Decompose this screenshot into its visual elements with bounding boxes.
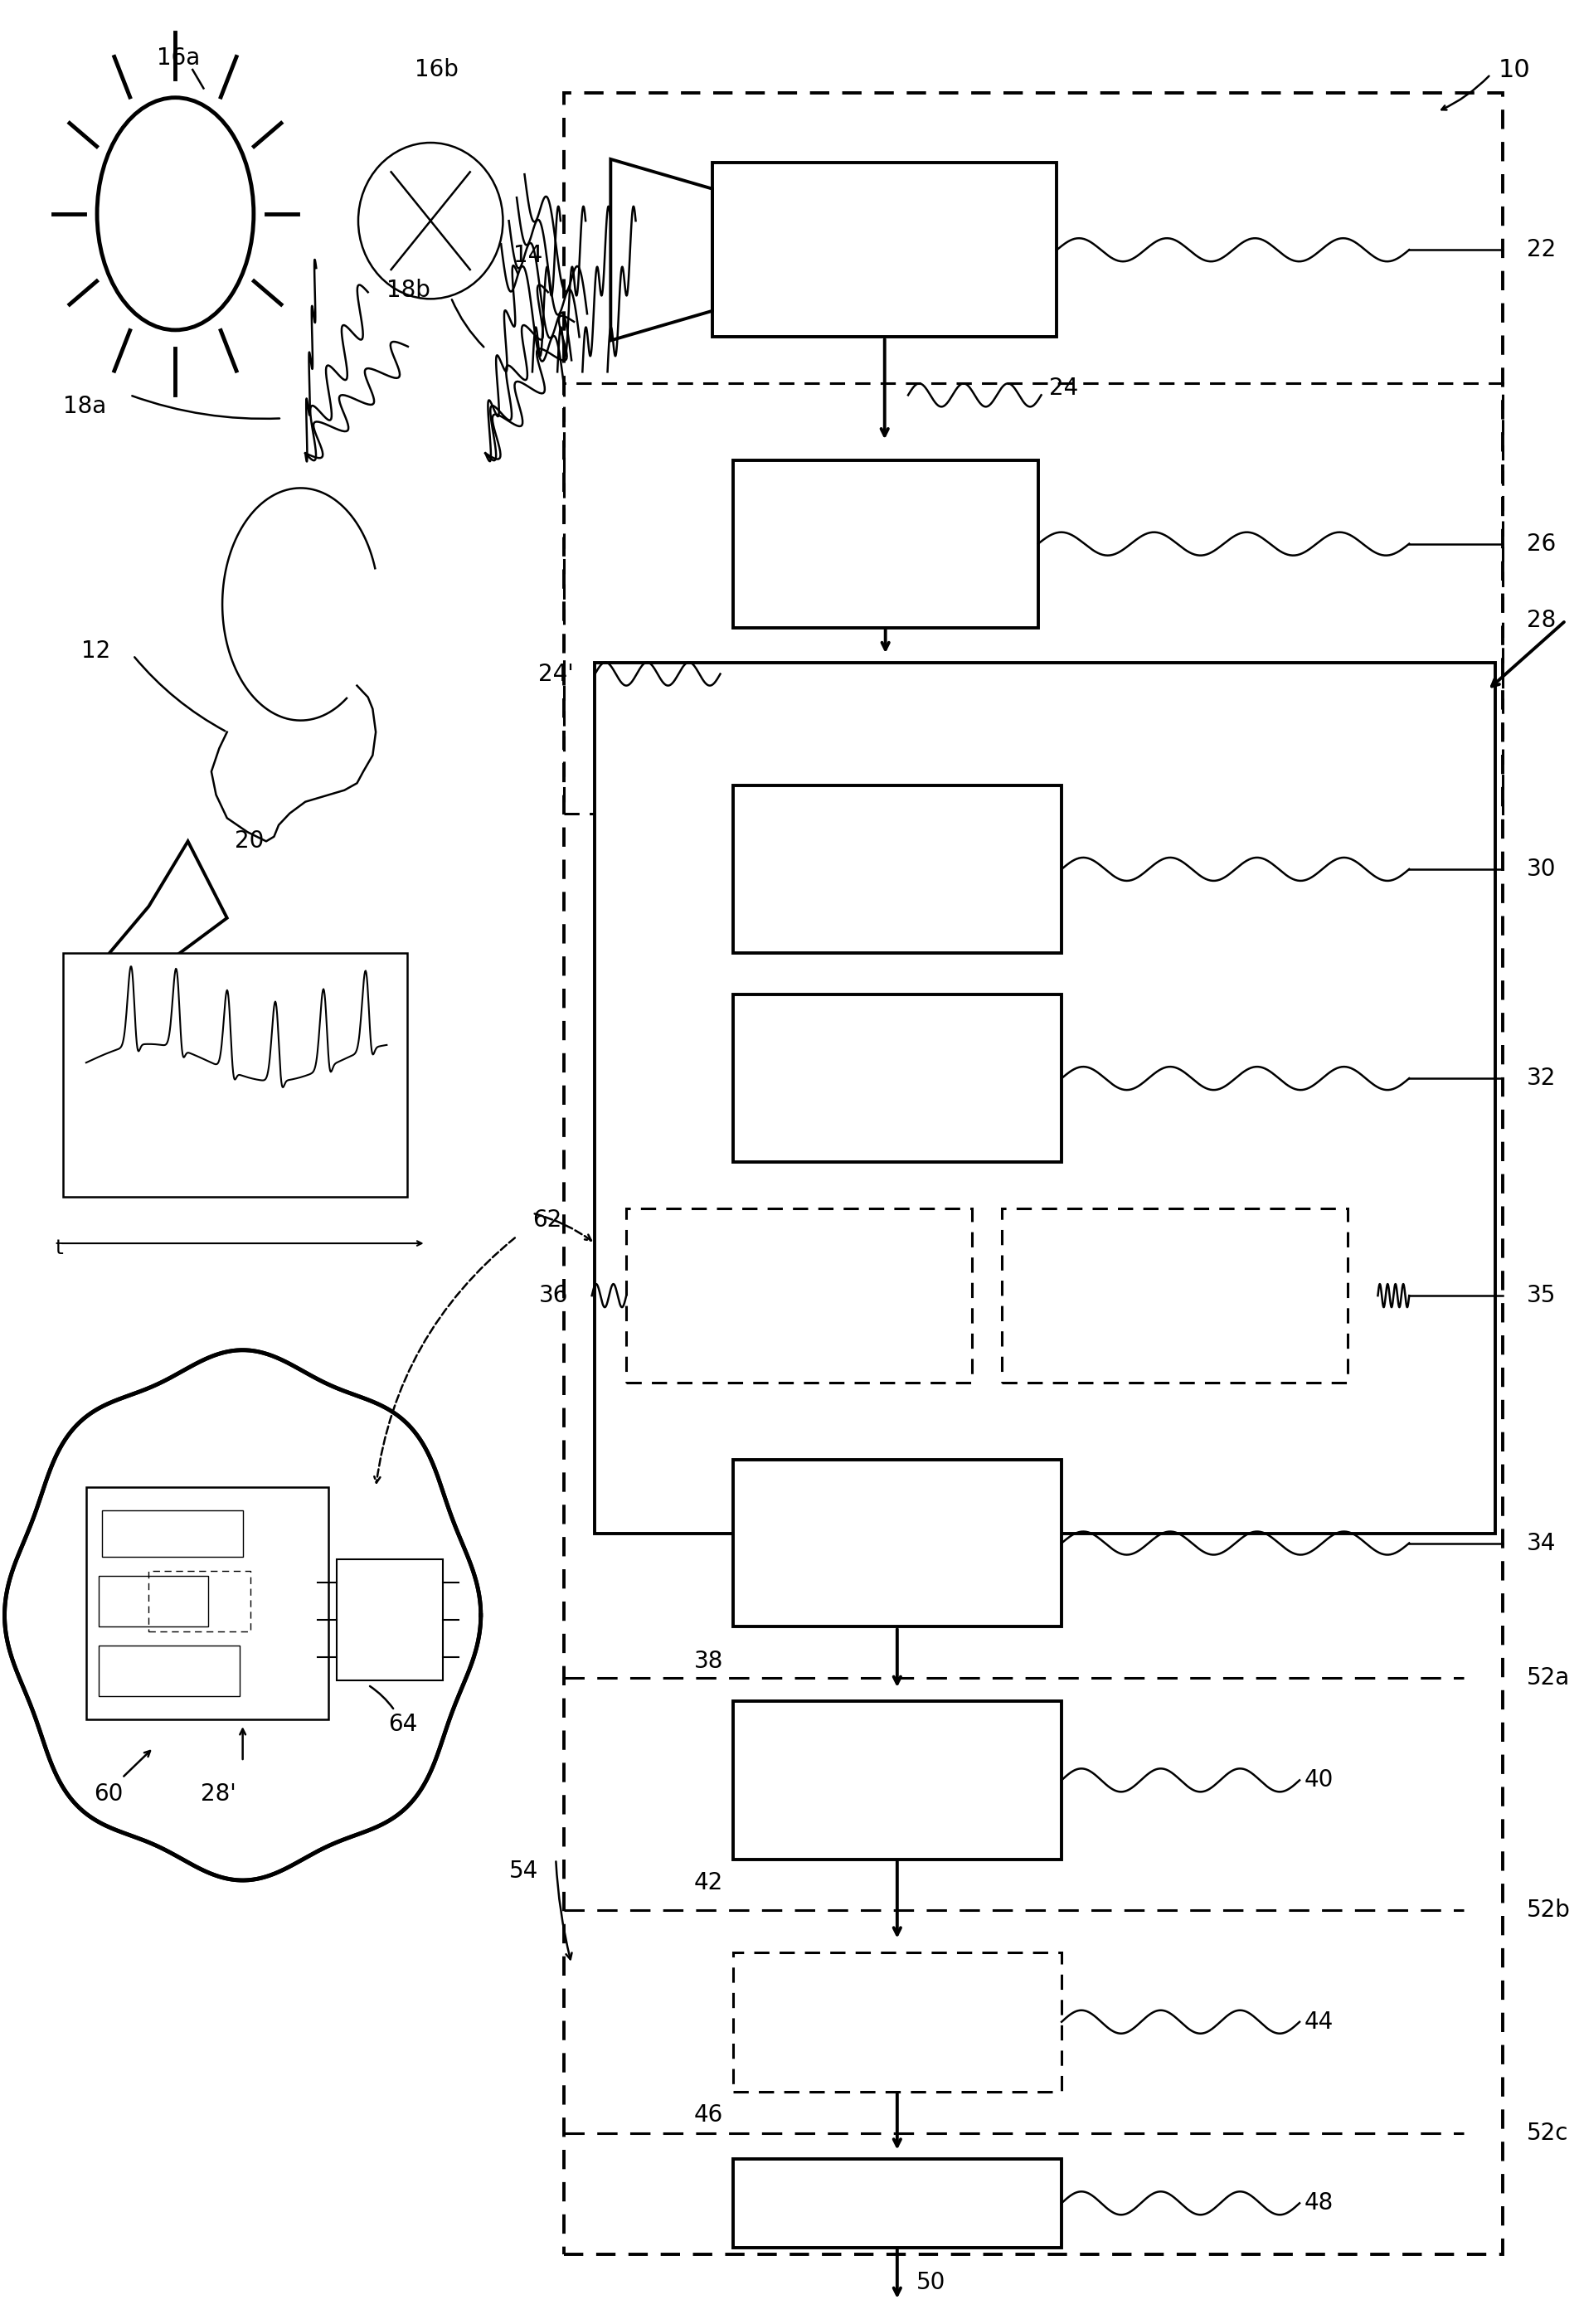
Bar: [101, 1511, 243, 1557]
Text: 20: 20: [235, 830, 264, 853]
Text: 40: 40: [1304, 1769, 1334, 1792]
Text: 36: 36: [538, 1285, 568, 1306]
Bar: [87, 1487, 328, 1720]
Text: 24: 24: [1048, 376, 1078, 400]
Bar: [627, 1208, 973, 1383]
Text: 50: 50: [916, 2271, 946, 2294]
Text: t: t: [55, 1239, 63, 1257]
Text: 42: 42: [693, 1871, 723, 1894]
Text: 35: 35: [1527, 1285, 1555, 1306]
Bar: [733, 460, 1037, 627]
Bar: [733, 2159, 1061, 2247]
Text: 30: 30: [1527, 858, 1555, 881]
Text: 60: 60: [93, 1783, 123, 1806]
Text: 24': 24': [538, 662, 575, 686]
Bar: [733, 995, 1061, 1162]
Bar: [733, 1701, 1061, 1859]
Text: 38: 38: [693, 1650, 723, 1673]
Text: 18a: 18a: [63, 395, 106, 418]
Text: 44: 44: [1304, 2010, 1334, 2034]
Text: 52a: 52a: [1527, 1666, 1570, 1690]
Text: 54: 54: [508, 1859, 538, 1882]
Text: 52b: 52b: [1527, 1899, 1571, 1922]
Bar: [733, 786, 1061, 953]
Text: 52c: 52c: [1527, 2122, 1568, 2145]
Bar: [98, 1645, 240, 1697]
Bar: [733, 1459, 1061, 1627]
Bar: [98, 1576, 208, 1627]
Bar: [564, 93, 1503, 2254]
Bar: [1003, 1208, 1348, 1383]
Text: 34: 34: [1527, 1532, 1555, 1555]
Text: 18b: 18b: [387, 279, 431, 302]
Text: 26: 26: [1527, 532, 1555, 555]
Bar: [712, 163, 1056, 337]
Text: 46: 46: [693, 2103, 723, 2126]
Text: 14: 14: [513, 244, 543, 267]
Text: 64: 64: [388, 1713, 417, 1736]
Bar: [63, 953, 407, 1197]
Bar: [564, 383, 1503, 813]
Bar: [733, 1952, 1061, 2092]
Text: 62: 62: [532, 1208, 562, 1232]
Bar: [595, 662, 1495, 1534]
Text: 22: 22: [1527, 239, 1555, 260]
Bar: [148, 1571, 251, 1631]
Text: 12: 12: [82, 639, 111, 662]
Polygon shape: [5, 1350, 482, 1880]
Text: 28: 28: [1527, 609, 1555, 632]
Text: 48: 48: [1304, 2192, 1334, 2215]
Bar: [336, 1559, 444, 1680]
Text: 28': 28': [201, 1783, 235, 1806]
Text: 32: 32: [1527, 1067, 1555, 1090]
Polygon shape: [109, 841, 227, 1004]
Text: 16a: 16a: [156, 46, 201, 70]
Text: 10: 10: [1498, 58, 1530, 81]
Text: 16b: 16b: [415, 58, 459, 81]
